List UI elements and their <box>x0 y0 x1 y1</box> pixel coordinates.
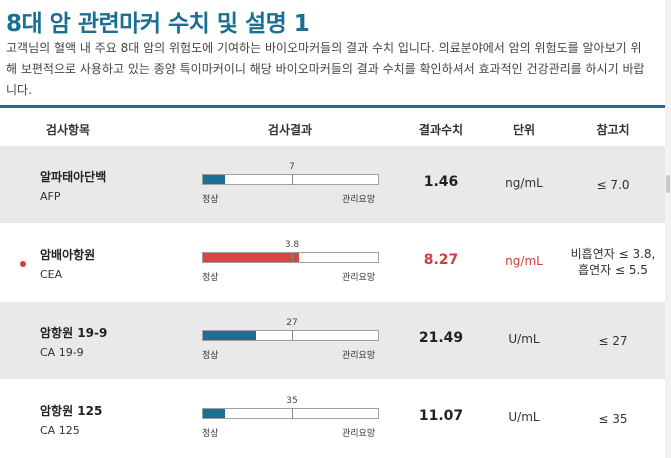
reference-marker-label: 35 <box>286 396 298 406</box>
result-value: 21.49 <box>418 330 464 346</box>
result-value: 11.07 <box>418 408 464 424</box>
item-name: 암항원 19-9 <box>40 326 108 340</box>
title-divider <box>0 105 665 108</box>
header-unit: 단위 <box>512 123 536 137</box>
reference-range: 비흡연자 ≤ 3.8, 흡연자 ≤ 5.5 <box>571 246 656 278</box>
caution-label: 관리요망 <box>342 351 376 361</box>
reference-marker-label: 3.8 <box>284 240 300 250</box>
reference-range: ≤ 35 <box>598 411 627 427</box>
item-code: CEA <box>40 268 63 281</box>
reference-range: ≤ 7.0 <box>597 177 630 193</box>
item-code: AFP <box>40 190 61 203</box>
unit: U/mL <box>508 410 540 424</box>
result-bar: 27 <box>202 318 379 341</box>
result-bar-fill <box>203 331 256 340</box>
flag-dot <box>20 261 26 267</box>
result-bar: 3.8 <box>202 240 379 263</box>
caution-label: 관리요망 <box>342 429 376 439</box>
normal-label: 정상 <box>202 351 219 361</box>
header-value: 결과수치 <box>418 123 464 137</box>
item-name: 암배아항원 <box>40 248 96 262</box>
table-row: 암항원 19-9 CA 19-9 27 정상 관리요망 21.49 U/mL ≤ 27 <box>0 302 665 379</box>
result-value: 8.27 <box>423 252 459 268</box>
intro-text: 고객님의 혈액 내 주요 8대 암의 위험도에 기여하는 바이오마커들의 결과 … <box>6 41 645 97</box>
item-code: CA 125 <box>40 424 80 437</box>
unit: ng/mL <box>505 176 543 190</box>
normal-label: 정상 <box>202 429 219 439</box>
unit: ng/mL <box>505 254 543 268</box>
table-row: 암배아항원 CEA 3.8 정상 관리요망 8.27 ng/mL 비흡연자 ≤ 3.8, 흡연자… <box>0 224 665 301</box>
reference-range-line: 비흡연자 ≤ 3.8, <box>570 247 656 261</box>
item-name: 알파태아단백 <box>40 170 107 184</box>
unit: U/mL <box>508 332 540 346</box>
item-code: CA 19-9 <box>40 346 84 359</box>
result-bar-fill <box>203 175 225 184</box>
normal-label: 정상 <box>202 195 219 205</box>
table-header: 검사항목 검사결과 결과수치 단위 참고치 <box>0 108 665 146</box>
reference-range: ≤ 27 <box>598 333 627 349</box>
table-row: 알파태아단백 AFP 7 정상 관리요망 1.46 ng/mL ≤ 7.0 <box>0 146 665 223</box>
reference-marker-label: 7 <box>289 162 295 172</box>
header-reference: 참고치 <box>596 123 630 137</box>
reference-range-line: 흡연자 ≤ 5.5 <box>578 263 648 277</box>
caution-label: 관리요망 <box>342 273 376 283</box>
reference-marker <box>292 174 293 185</box>
reference-range-line: ≤ 35 <box>598 412 628 426</box>
table-row: 암항원 125 CA 125 35 정상 관리요망 11.07 U/mL ≤ 35 <box>0 380 665 457</box>
scrollbar-track[interactable] <box>665 0 671 458</box>
reference-marker <box>292 252 293 263</box>
reference-range-line: ≤ 7.0 <box>596 178 630 192</box>
result-bar-fill <box>203 409 225 418</box>
result-bar-fill <box>203 253 299 262</box>
reference-marker-label: 27 <box>286 318 298 328</box>
page-title: 8대 암 관련마커 수치 및 설명 1 <box>6 11 310 37</box>
result-value: 1.46 <box>423 174 459 190</box>
reference-marker <box>292 330 293 341</box>
header-item: 검사항목 <box>45 123 91 137</box>
reference-marker <box>292 408 293 419</box>
result-bar: 35 <box>202 396 379 419</box>
scrollbar-thumb[interactable] <box>666 175 670 193</box>
item-name: 암항원 125 <box>40 404 103 418</box>
reference-range-line: ≤ 27 <box>598 334 628 348</box>
caution-label: 관리요망 <box>342 195 376 205</box>
result-bar: 7 <box>202 162 379 185</box>
header-result-bar: 검사결과 <box>267 123 313 137</box>
normal-label: 정상 <box>202 273 219 283</box>
